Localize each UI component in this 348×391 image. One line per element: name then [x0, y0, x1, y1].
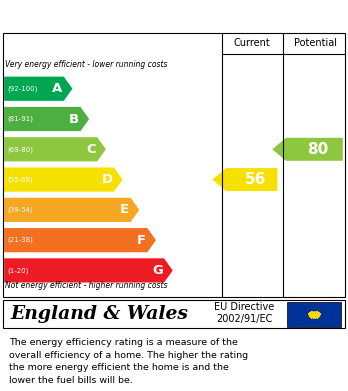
- Text: (55-68): (55-68): [7, 176, 33, 183]
- Text: (21-38): (21-38): [7, 237, 33, 243]
- Text: 80: 80: [307, 142, 329, 157]
- Polygon shape: [4, 198, 139, 222]
- Polygon shape: [4, 228, 156, 252]
- Polygon shape: [4, 137, 106, 161]
- Text: D: D: [102, 173, 113, 186]
- Polygon shape: [4, 107, 89, 131]
- Polygon shape: [4, 258, 173, 283]
- Bar: [287, 301, 341, 327]
- Polygon shape: [272, 138, 343, 161]
- Text: (92-100): (92-100): [7, 86, 37, 92]
- Bar: [3, 300, 345, 328]
- Text: (81-91): (81-91): [7, 116, 33, 122]
- Text: Potential: Potential: [294, 38, 337, 48]
- Text: B: B: [69, 113, 79, 126]
- Text: England & Wales: England & Wales: [10, 305, 188, 323]
- Polygon shape: [4, 167, 122, 192]
- Text: Not energy efficient - higher running costs: Not energy efficient - higher running co…: [5, 281, 168, 290]
- Text: Energy Efficiency Rating: Energy Efficiency Rating: [9, 9, 230, 23]
- Text: (39-54): (39-54): [7, 206, 33, 213]
- Text: (1-20): (1-20): [7, 267, 28, 274]
- Text: G: G: [152, 264, 163, 277]
- Text: 56: 56: [245, 172, 266, 187]
- Polygon shape: [4, 77, 72, 101]
- Text: The energy efficiency rating is a measure of the
overall efficiency of a home. T: The energy efficiency rating is a measur…: [9, 338, 248, 385]
- Text: (69-80): (69-80): [7, 146, 33, 152]
- Text: Very energy efficient - lower running costs: Very energy efficient - lower running co…: [5, 59, 168, 68]
- Text: C: C: [86, 143, 96, 156]
- Text: A: A: [52, 82, 63, 95]
- Text: F: F: [136, 234, 145, 247]
- Text: E: E: [120, 203, 129, 216]
- Polygon shape: [212, 168, 277, 191]
- Text: EU Directive
2002/91/EC: EU Directive 2002/91/EC: [214, 302, 274, 324]
- Text: Current: Current: [234, 38, 271, 48]
